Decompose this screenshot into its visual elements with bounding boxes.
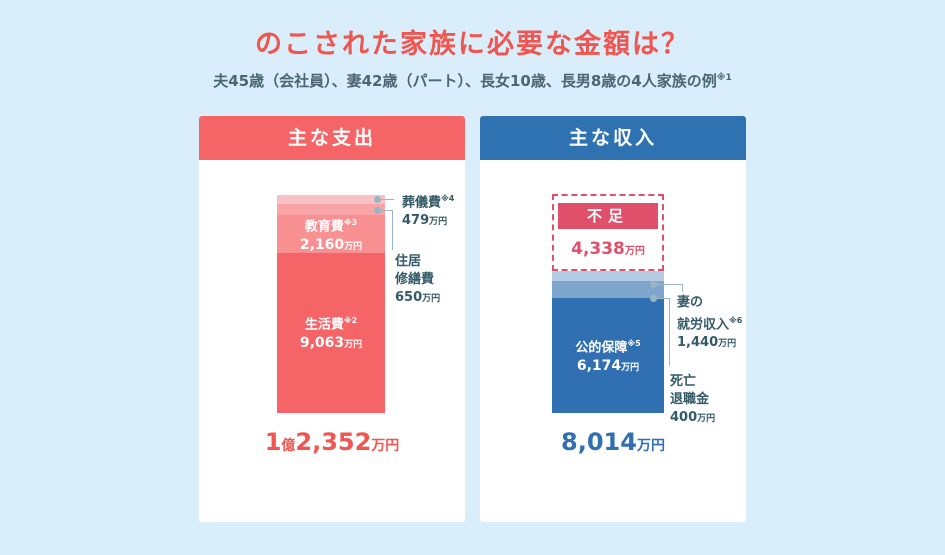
death-retirement-name-2: 退職金 bbox=[670, 392, 710, 407]
expenses-total: 1億2,352万円 bbox=[199, 428, 465, 456]
wife-income-segment bbox=[552, 281, 664, 298]
wife-income-unit: 万円 bbox=[718, 339, 737, 350]
housing-repair-name-1: 住居 bbox=[395, 254, 422, 269]
expenses-total-value: 2,352 bbox=[295, 428, 372, 456]
subtitle-note: ※1 bbox=[716, 73, 732, 83]
living-cost-value: 9,063 bbox=[299, 335, 345, 352]
public-benefit-segment bbox=[552, 298, 664, 413]
education-cost-name: 教育費 bbox=[304, 219, 344, 235]
funeral-connector-line bbox=[381, 199, 394, 200]
housing-repair-label: 住居 修繕費 650万円 bbox=[395, 253, 440, 308]
housing-connector-line-h bbox=[381, 210, 393, 211]
shortfall-amount: 4,338 bbox=[571, 239, 625, 259]
income-total-unit: 万円 bbox=[636, 438, 665, 454]
wife-income-value: 1,440 bbox=[677, 335, 719, 351]
income-total-value: 8,014 bbox=[561, 428, 637, 456]
housing-repair-unit: 万円 bbox=[422, 294, 441, 304]
public-benefit-value: 6,174 bbox=[576, 358, 622, 375]
expenses-total-oku-label: 億 bbox=[281, 438, 296, 454]
living-cost-label: 生活費※2 9,063万円 bbox=[277, 311, 385, 355]
funeral-cost-value: 479 bbox=[402, 213, 430, 229]
income-header: 主な収入 bbox=[480, 116, 746, 160]
death-retirement-name-1: 死亡 bbox=[670, 374, 697, 389]
funeral-cost-segment bbox=[277, 195, 385, 204]
expenses-total-oku: 1 bbox=[264, 428, 282, 456]
page-title: のこされた家族に必要な金額は？ bbox=[255, 29, 690, 60]
retirement-connector-line-v bbox=[669, 298, 670, 366]
living-cost-unit: 万円 bbox=[344, 340, 363, 351]
education-cost-segment bbox=[277, 215, 385, 253]
living-cost-note: ※2 bbox=[343, 316, 358, 325]
education-cost-unit: 万円 bbox=[344, 242, 363, 253]
funeral-cost-note: ※4 bbox=[441, 194, 455, 203]
funeral-cost-label: 葬儀費※4 479万円 bbox=[402, 190, 454, 231]
wife-income-connector-line-v bbox=[682, 284, 683, 292]
housing-connector-line-v bbox=[392, 210, 393, 250]
death-retirement-value: 400 bbox=[670, 410, 698, 425]
wife-income-name-1: 妻の bbox=[677, 295, 704, 310]
public-benefit-note: ※5 bbox=[627, 339, 641, 348]
expenses-card: 主な支出 教育費※3 2,160万円 生活費※2 9,063万円 葬儀費※4 4… bbox=[199, 116, 465, 522]
shortfall-tag: 不足 bbox=[558, 203, 658, 229]
shortfall-value: 4,338万円 bbox=[552, 239, 664, 259]
education-cost-note: ※3 bbox=[343, 218, 358, 227]
public-benefit-label: 公的保障※5 6,174万円 bbox=[552, 334, 664, 378]
education-cost-label: 教育費※3 2,160万円 bbox=[277, 213, 385, 257]
public-benefit-name: 公的保障 bbox=[575, 340, 628, 356]
shortfall-unit: 万円 bbox=[624, 246, 645, 257]
retirement-connector-line-h bbox=[657, 298, 670, 299]
living-cost-name: 生活費 bbox=[304, 317, 344, 333]
page-subtitle: 夫45歳（会社員）、妻42歳（パート）、長女10歳、長男8歳の4人家族の例※1 bbox=[0, 70, 945, 91]
wife-income-note: ※6 bbox=[729, 316, 743, 325]
funeral-cost-name: 葬儀費 bbox=[402, 195, 442, 211]
housing-repair-name-2: 修繕費 bbox=[395, 272, 435, 287]
expenses-total-unit: 万円 bbox=[371, 438, 400, 454]
wife-income-connector-line bbox=[657, 284, 683, 285]
wife-income-connector-dot bbox=[650, 281, 657, 288]
death-retirement-label: 死亡 退職金 400万円 bbox=[670, 373, 715, 428]
expenses-header: 主な支出 bbox=[199, 116, 465, 160]
education-cost-value: 2,160 bbox=[299, 237, 345, 254]
income-total: 8,014万円 bbox=[480, 428, 746, 456]
retirement-connector-dot bbox=[650, 295, 657, 302]
shortfall-box bbox=[552, 194, 664, 271]
living-cost-segment bbox=[277, 253, 385, 413]
housing-connector-dot bbox=[374, 207, 381, 214]
subtitle-text: 夫45歳（会社員）、妻42歳（パート）、長女10歳、長男8歳の4人家族の例 bbox=[213, 72, 717, 90]
funeral-connector-dot bbox=[374, 196, 381, 203]
income-card: 主な収入 不足 4,338万円 公的保障※5 6,174万円 妻の 就労収入※6… bbox=[480, 116, 746, 522]
death-retirement-segment bbox=[552, 271, 664, 281]
death-retirement-unit: 万円 bbox=[697, 414, 716, 424]
public-benefit-unit: 万円 bbox=[621, 363, 640, 374]
housing-repair-value: 650 bbox=[395, 290, 423, 305]
wife-income-label: 妻の 就労収入※6 1,440万円 bbox=[677, 294, 742, 353]
funeral-cost-unit: 万円 bbox=[429, 217, 448, 228]
wife-income-name-2: 就労収入 bbox=[677, 317, 730, 333]
housing-repair-segment bbox=[277, 204, 385, 215]
